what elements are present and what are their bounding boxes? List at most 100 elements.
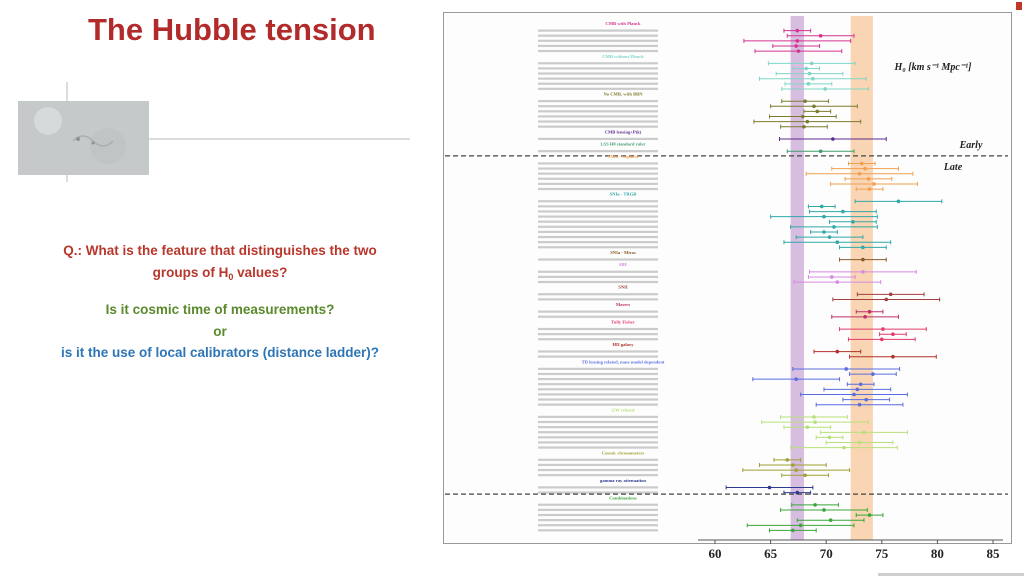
reference-text-line: [538, 72, 658, 75]
data-point: [827, 235, 832, 239]
x-tick-label: 60: [709, 546, 722, 561]
reference-text-line: [538, 280, 658, 284]
data-point: [813, 420, 817, 424]
data-point: [844, 367, 849, 371]
data-point: [871, 372, 875, 376]
question-subscript: 0: [228, 272, 234, 282]
late-label: Late: [943, 162, 963, 173]
reference-text-line: [538, 110, 658, 113]
data-point: [813, 503, 817, 507]
reference-text-line: [538, 137, 658, 141]
data-point: [861, 257, 865, 262]
reference-text-line: [538, 77, 658, 80]
data-point: [795, 28, 800, 33]
group-label: HII galaxy: [612, 342, 634, 347]
reference-text-line: [538, 350, 658, 353]
data-point: [884, 297, 889, 302]
reference-text-line: [538, 431, 658, 434]
data-point: [896, 199, 901, 204]
reference-text-line: [538, 200, 658, 203]
reference-text-line: [538, 258, 658, 261]
reference-text-line: [538, 458, 658, 461]
reference-text-line: [538, 270, 658, 273]
reference-text-line: [538, 333, 658, 336]
data-point: [880, 337, 884, 342]
data-point: [863, 166, 867, 171]
reference-text-line: [538, 383, 658, 386]
data-point: [798, 523, 803, 528]
unit-label: H₀ [km s⁻¹ Mpc⁻¹]: [894, 62, 973, 73]
data-point: [891, 354, 895, 359]
data-point: [855, 387, 860, 392]
group-label: CMB lensing+P(k): [605, 129, 642, 134]
data-point: [832, 225, 836, 229]
group-label: SNIa - TRGB: [610, 192, 637, 197]
data-point: [835, 280, 840, 284]
band-sh0es: [850, 16, 873, 540]
data-point: [791, 463, 795, 467]
data-point: [822, 508, 826, 512]
data-point: [822, 214, 826, 219]
data-point: [891, 332, 895, 337]
reference-text-line: [538, 426, 658, 429]
data-point: [794, 468, 798, 472]
reference-text-line: [538, 167, 658, 170]
reference-text-line: [538, 105, 658, 108]
data-point: [829, 275, 834, 279]
reference-text-line: [538, 115, 658, 118]
data-point: [867, 309, 872, 314]
reference-text-line: [538, 474, 658, 477]
data-point: [861, 245, 865, 250]
reference-text-line: [538, 220, 658, 223]
reference-text-line: [538, 87, 658, 90]
reference-text-line: [538, 62, 658, 65]
data-point: [866, 177, 871, 181]
data-point: [794, 377, 798, 381]
group-label: gamma ray attenuation: [600, 478, 646, 483]
group-label: CMB with Planck: [605, 21, 641, 26]
data-point: [795, 39, 800, 43]
reference-text-line: [538, 398, 658, 401]
reference-text-line: [538, 235, 658, 239]
data-point: [859, 161, 864, 166]
corner-marker: [1016, 2, 1022, 10]
data-point: [785, 458, 790, 462]
data-point: [867, 513, 872, 517]
reference-text-line: [538, 100, 658, 103]
data-point: [863, 315, 867, 319]
data-point: [888, 292, 893, 297]
group-label: CMB without Planck: [602, 54, 644, 59]
reference-text-line: [538, 519, 658, 522]
data-point: [794, 44, 798, 48]
data-point: [858, 382, 863, 387]
reference-text-line: [538, 338, 658, 341]
reference-text-line: [538, 508, 658, 511]
data-point: [831, 137, 835, 141]
reference-text-line: [538, 187, 658, 191]
data-point: [851, 219, 855, 224]
option-distance-ladder: is it the use of local calibrators (dist…: [60, 345, 380, 360]
reference-text-line: [538, 327, 658, 331]
group-label: SNIa - Miras: [610, 250, 636, 255]
data-point: [842, 445, 846, 450]
group-label: TD lensing related, mass model dependent: [582, 359, 665, 364]
reference-text-line: [538, 230, 658, 234]
data-point: [827, 435, 832, 440]
reference-text-line: [538, 524, 658, 527]
group-label: LSS H0 standard ruler: [600, 142, 645, 147]
reference-text-line: [538, 67, 658, 70]
h0-measurements-chart: CMB with Planck CMB without Planck No CMB,…: [445, 16, 1008, 561]
data-point: [872, 182, 876, 186]
reference-text-line: [538, 446, 658, 449]
data-point: [881, 327, 885, 331]
data-point: [828, 518, 833, 523]
x-tick-label: 65: [764, 546, 778, 561]
reference-text-line: [538, 463, 658, 467]
x-tick-label: 80: [931, 546, 944, 561]
data-point: [852, 392, 856, 397]
group-label: Cosmic chronometers: [602, 450, 645, 455]
data-point: [801, 114, 805, 119]
reference-text-line: [538, 393, 658, 396]
reference-text-line: [538, 125, 658, 128]
reference-text-line: [538, 503, 658, 506]
